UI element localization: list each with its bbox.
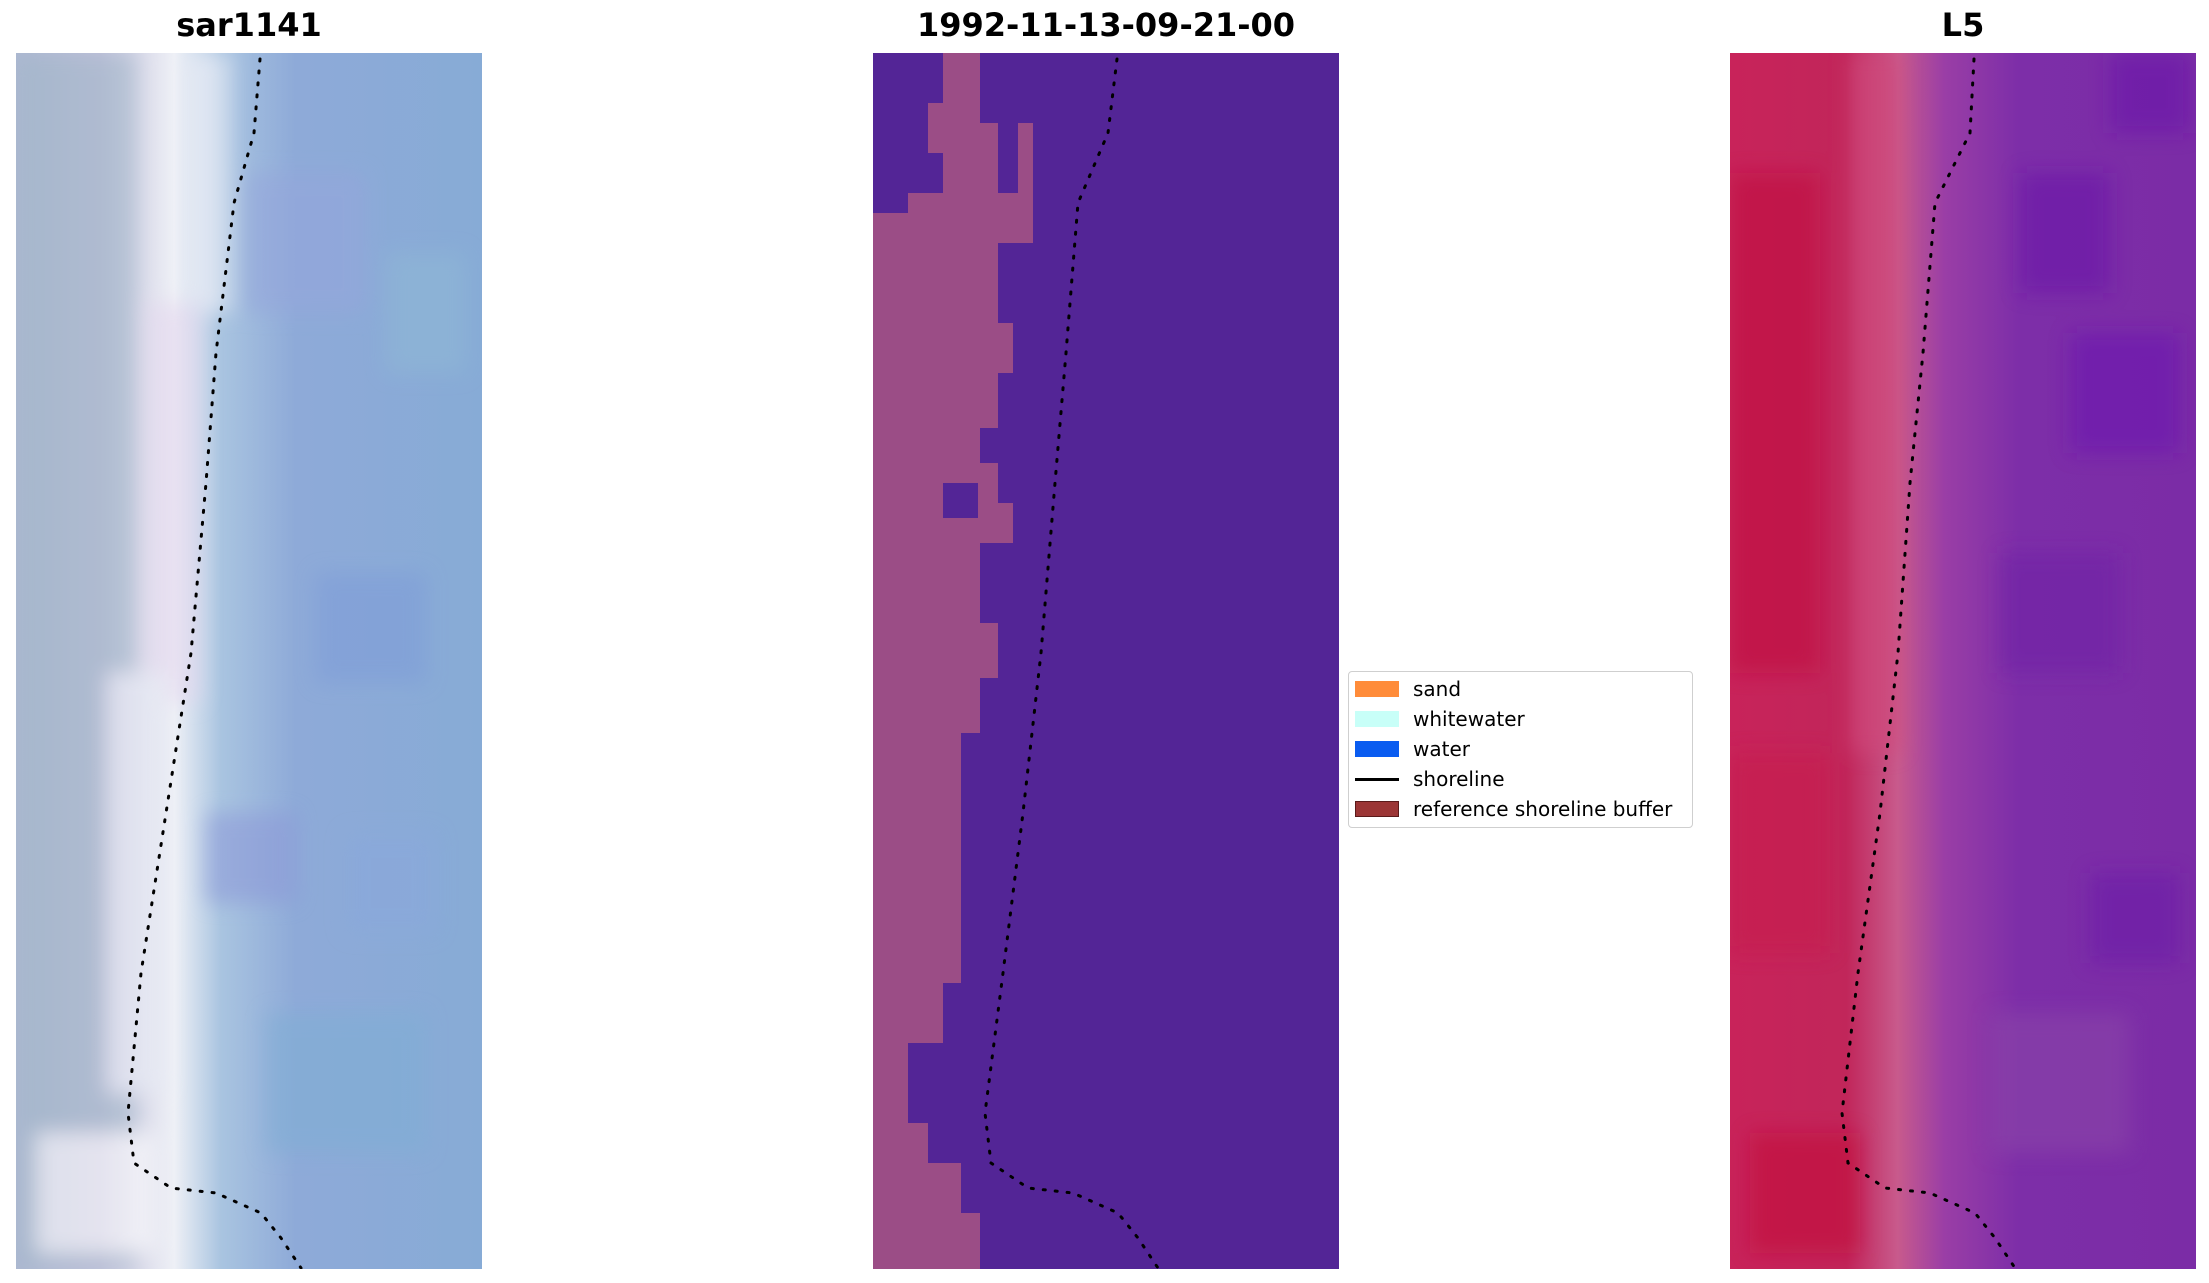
legend-label-whitewater: whitewater	[1413, 707, 1525, 731]
legend-item-sand: sand	[1355, 675, 1461, 703]
legend-item-shoreline: shoreline	[1355, 765, 1505, 793]
classified-image-panel	[873, 53, 1339, 1269]
land-region	[873, 53, 1033, 1269]
classified-image	[873, 53, 1339, 1269]
shoreline-rgb	[126, 57, 303, 1269]
legend-item-water: water	[1355, 735, 1470, 763]
panel-title-false-color: L5	[1941, 6, 1985, 44]
rgb-image-panel	[16, 53, 482, 1269]
whitewater-swatch	[1355, 711, 1399, 727]
rgb-image	[16, 53, 482, 1269]
panel-title-rgb: sar1141	[176, 6, 322, 44]
false-color-image	[1730, 53, 2196, 1269]
shoreline-false-color	[1840, 57, 2017, 1269]
legend-label-sand: sand	[1413, 677, 1462, 701]
shoreline-classified	[983, 57, 1160, 1269]
reference-buffer-swatch	[1355, 801, 1399, 817]
shoreline-line-swatch	[1355, 777, 1399, 781]
legend-label-shoreline: shoreline	[1413, 767, 1505, 791]
water-swatch	[1355, 741, 1399, 757]
legend-label-water: water	[1413, 737, 1470, 761]
legend-label-reference-buffer: reference shoreline buffer	[1413, 797, 1673, 821]
legend: sand whitewater water shoreline referenc…	[1348, 671, 1693, 828]
false-color-image-panel	[1730, 53, 2196, 1269]
legend-item-reference-buffer: reference shoreline buffer	[1355, 795, 1672, 823]
sand-swatch	[1355, 681, 1399, 697]
panel-title-classified: 1992-11-13-09-21-00	[916, 6, 1296, 44]
legend-item-whitewater: whitewater	[1355, 705, 1525, 733]
